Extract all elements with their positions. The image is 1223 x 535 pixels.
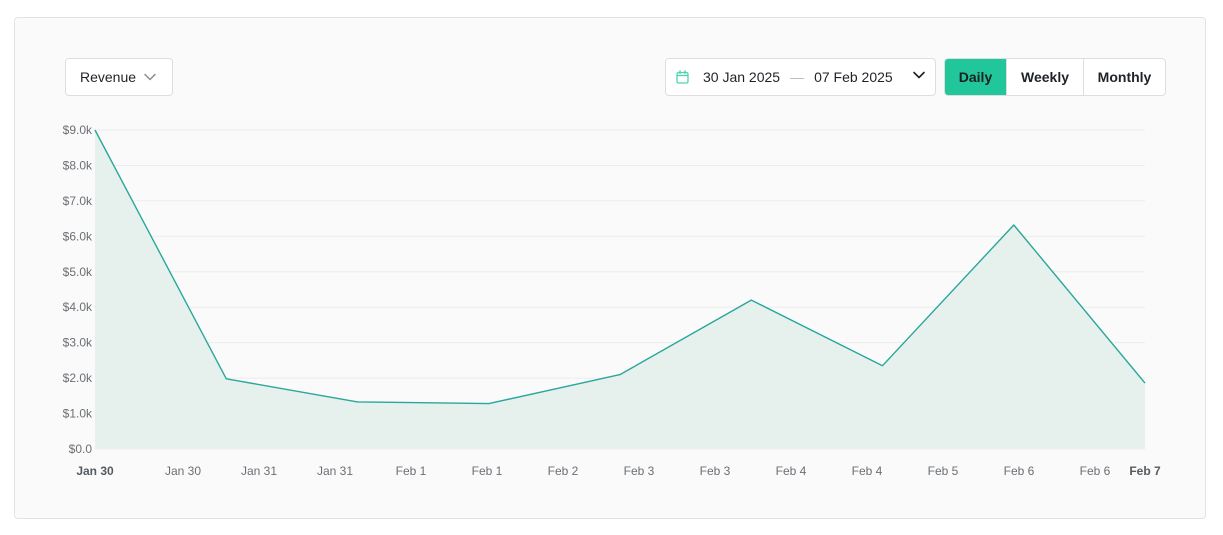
- data-point: [618, 373, 622, 377]
- x-tick-label: Feb 4: [852, 464, 883, 478]
- data-point: [93, 128, 97, 132]
- y-tick-label: $6.0k: [63, 229, 93, 243]
- x-tick-label: Jan 30: [76, 464, 114, 478]
- y-tick-label: $8.0k: [63, 158, 93, 172]
- x-axis-ticks: Jan 30 Jan 30 Jan 31 Jan 31 Feb 1 Feb 1 Feb 2 F…: [76, 464, 1161, 478]
- calendar-icon: [676, 70, 689, 84]
- date-separator: —: [790, 69, 805, 85]
- data-point: [881, 364, 885, 368]
- y-tick-label: $7.0k: [63, 194, 93, 208]
- x-tick-label: Jan 31: [241, 464, 277, 478]
- x-tick-label: Feb 6: [1080, 464, 1111, 478]
- x-tick-label: Jan 31: [317, 464, 353, 478]
- y-tick-label: $4.0k: [63, 300, 93, 314]
- y-tick-label: $5.0k: [63, 265, 93, 279]
- y-tick-label: $3.0k: [63, 336, 93, 350]
- x-tick-label: Feb 6: [1004, 464, 1035, 478]
- y-tick-label: $0.0: [69, 442, 93, 456]
- data-point: [356, 400, 360, 404]
- chevron-down-icon: [144, 73, 156, 81]
- y-axis-ticks: $0.0 $1.0k $2.0k $3.0k $4.0k $5.0k $6.0k $7.0k $…: [63, 123, 93, 456]
- data-point: [749, 298, 753, 302]
- x-tick-label: Feb 1: [396, 464, 427, 478]
- data-point: [1012, 223, 1016, 227]
- x-tick-label: Feb 3: [700, 464, 731, 478]
- date-range-picker[interactable]: 30 Jan 2025 — 07 Feb 2025: [665, 58, 936, 96]
- x-tick-label: Feb 4: [776, 464, 807, 478]
- series-line: [94, 129, 1146, 405]
- data-point: [224, 377, 228, 381]
- x-tick-label: Feb 1: [472, 464, 503, 478]
- period-daily-button[interactable]: Daily: [945, 59, 1006, 95]
- x-tick-label: Feb 3: [624, 464, 655, 478]
- period-weekly-button[interactable]: Weekly: [1006, 59, 1083, 95]
- x-tick-label: Jan 30: [165, 464, 201, 478]
- metric-label: Revenue: [80, 69, 137, 85]
- y-tick-label: $2.0k: [63, 371, 93, 385]
- x-tick-label: Feb 7: [1129, 464, 1161, 478]
- date-start: 30 Jan 2025: [703, 69, 781, 85]
- period-toggle: Daily Weekly Monthly: [944, 58, 1166, 96]
- area-fill: [95, 130, 1145, 449]
- metric-dropdown[interactable]: Revenue: [65, 58, 173, 96]
- x-tick-label: Feb 5: [928, 464, 959, 478]
- period-monthly-button[interactable]: Monthly: [1083, 59, 1165, 95]
- date-end: 07 Feb 2025: [814, 69, 893, 85]
- data-point: [1143, 381, 1147, 385]
- x-tick-label: Feb 2: [548, 464, 579, 478]
- data-point: [487, 402, 491, 406]
- y-tick-label: $9.0k: [63, 123, 93, 137]
- y-tick-label: $1.0k: [63, 407, 93, 421]
- chevron-down-icon: [913, 71, 925, 79]
